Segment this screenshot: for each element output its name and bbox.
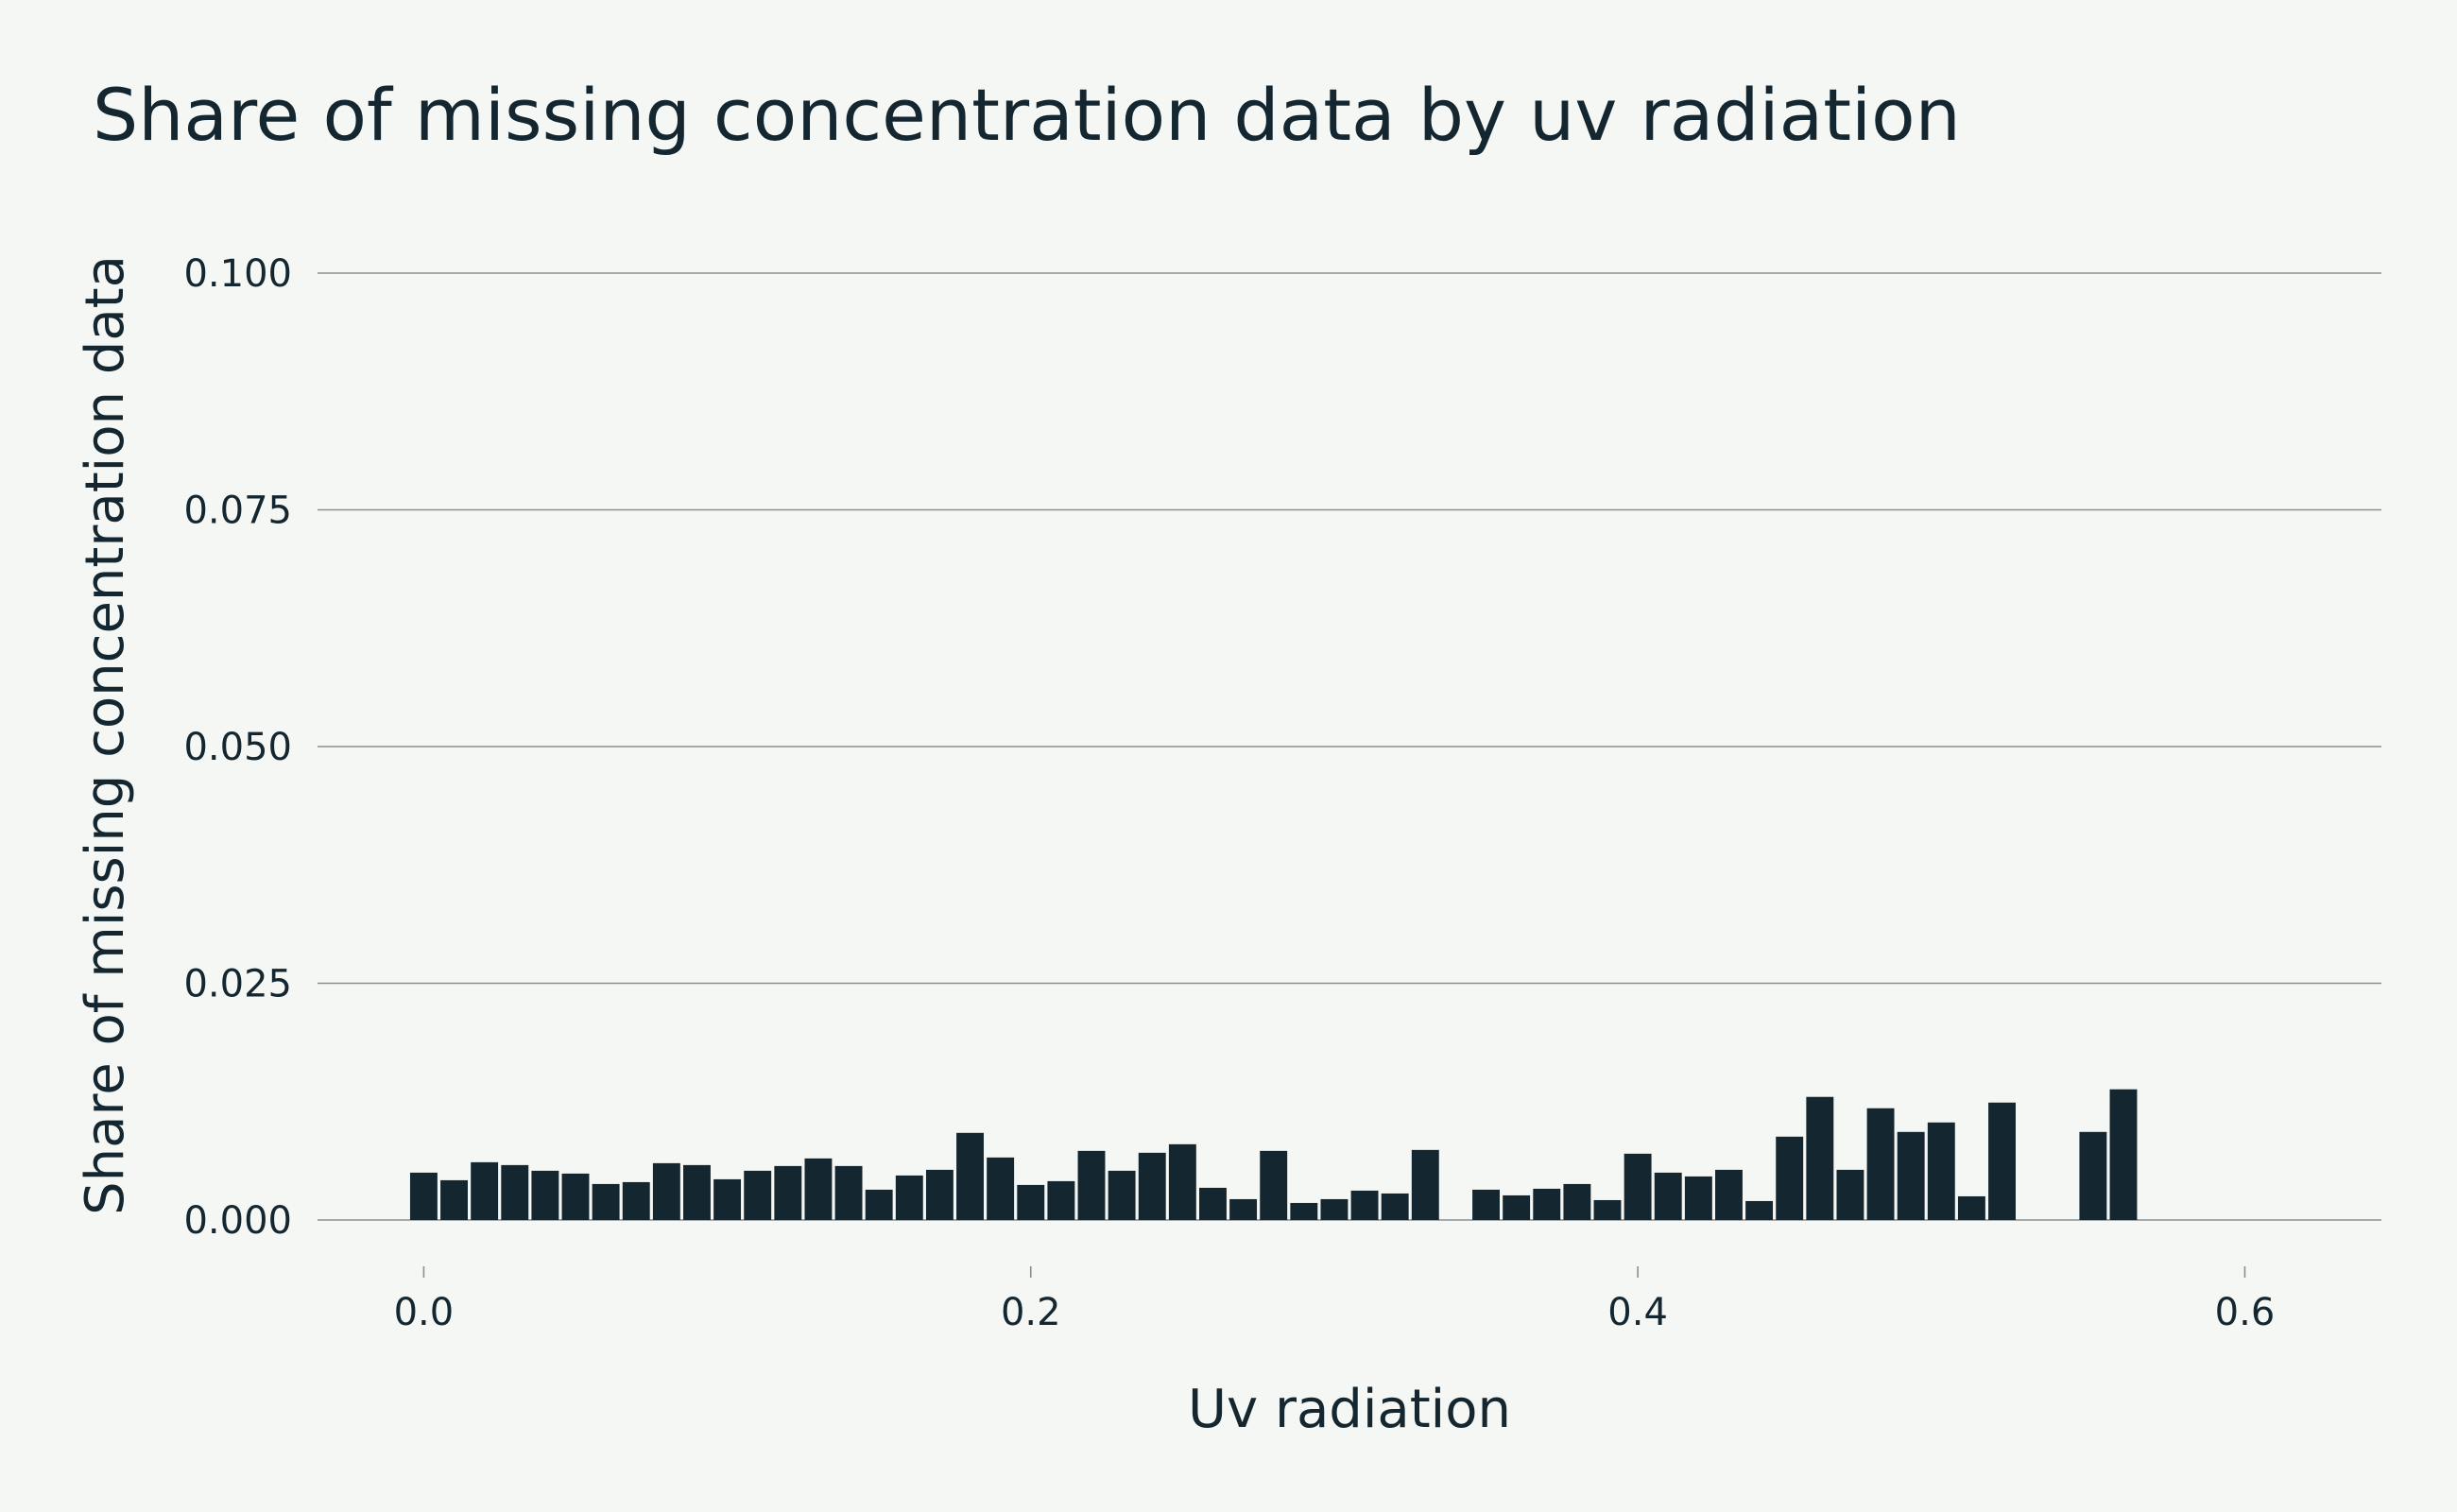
histogram-bar: [1381, 1193, 1409, 1220]
histogram-bar: [1229, 1198, 1258, 1220]
histogram-bar: [1624, 1153, 1652, 1220]
histogram-bar: [471, 1161, 499, 1220]
histogram-bar: [1988, 1102, 2016, 1220]
histogram-bar: [1260, 1150, 1288, 1220]
histogram-bar: [956, 1132, 984, 1220]
histogram-bar: [1866, 1108, 1895, 1220]
histogram-bar: [1350, 1190, 1379, 1220]
histogram-bar: [1138, 1152, 1166, 1220]
histogram-bar: [622, 1181, 650, 1220]
histogram-bar: [440, 1179, 468, 1220]
histogram-bar: [1745, 1200, 1774, 1220]
histogram-bar: [1411, 1149, 1439, 1220]
histogram-bar: [501, 1164, 529, 1220]
histogram-bar: [1017, 1184, 1045, 1220]
histogram-bar: [1290, 1202, 1318, 1220]
y-tick-label: 0.100: [183, 252, 292, 296]
histogram-bar: [834, 1165, 863, 1220]
histogram-bar: [925, 1169, 954, 1220]
chart-title: Share of missing concentration data by u…: [93, 73, 1961, 157]
y-tick-label: 0.025: [183, 963, 292, 1006]
histogram-bar: [1472, 1189, 1500, 1220]
x-tick-label: 0.6: [2215, 1291, 2276, 1334]
ticks-layer: 0.000 0.025 0.050 0.075 0.100 0.0 0.2 0.4 0.6: [183, 252, 2275, 1334]
y-tick-label: 0.050: [183, 726, 292, 769]
histogram-bar: [713, 1178, 742, 1220]
histogram-bar: [1957, 1195, 1985, 1220]
histogram-bar: [561, 1173, 590, 1220]
histogram-bar: [1776, 1136, 1804, 1220]
x-tick-label: 0.0: [394, 1291, 455, 1334]
histogram-bar: [2079, 1131, 2107, 1220]
x-tick-label: 0.2: [1001, 1291, 1061, 1334]
histogram-bar: [683, 1164, 711, 1220]
y-axis-label: Share of missing concentration data: [75, 255, 136, 1215]
histogram-bar: [1503, 1194, 1531, 1220]
histogram-bar: [1684, 1176, 1712, 1220]
histogram-bar: [2109, 1089, 2138, 1220]
histogram-bar: [774, 1165, 802, 1220]
histogram-bar: [1836, 1169, 1864, 1220]
histogram-bar: [531, 1170, 559, 1220]
histogram-bar: [865, 1189, 893, 1220]
histogram-bar: [895, 1175, 923, 1220]
histogram-bar: [1199, 1187, 1227, 1220]
histogram-bar: [1593, 1199, 1622, 1220]
histogram-bar: [1927, 1122, 1955, 1220]
histogram-bar: [1168, 1143, 1196, 1220]
histogram-bar: [1108, 1170, 1136, 1220]
x-axis-label: Uv radiation: [1188, 1379, 1511, 1440]
histogram-bar: [1806, 1096, 1834, 1220]
histogram-bar: [1077, 1150, 1106, 1220]
histogram-bar: [987, 1157, 1015, 1220]
histogram-bar: [652, 1162, 680, 1220]
histogram-bar: [1533, 1188, 1561, 1220]
x-tick-label: 0.4: [1607, 1291, 1668, 1334]
histogram-bar: [804, 1158, 833, 1220]
histogram-bar: [1654, 1172, 1682, 1220]
histogram-bar: [1047, 1180, 1075, 1220]
y-tick-label: 0.000: [183, 1199, 292, 1243]
grid-layer: [318, 272, 2381, 1221]
bars-layer: [409, 1089, 2138, 1220]
y-tick-label: 0.075: [183, 490, 292, 533]
histogram-bar: [1897, 1131, 1925, 1220]
histogram-bar: [409, 1172, 438, 1220]
histogram-bar: [1320, 1198, 1349, 1220]
histogram-bar: [744, 1170, 772, 1220]
histogram-bar: [1563, 1183, 1591, 1220]
histogram-bar: [592, 1183, 620, 1220]
histogram-bar: [1715, 1169, 1743, 1220]
